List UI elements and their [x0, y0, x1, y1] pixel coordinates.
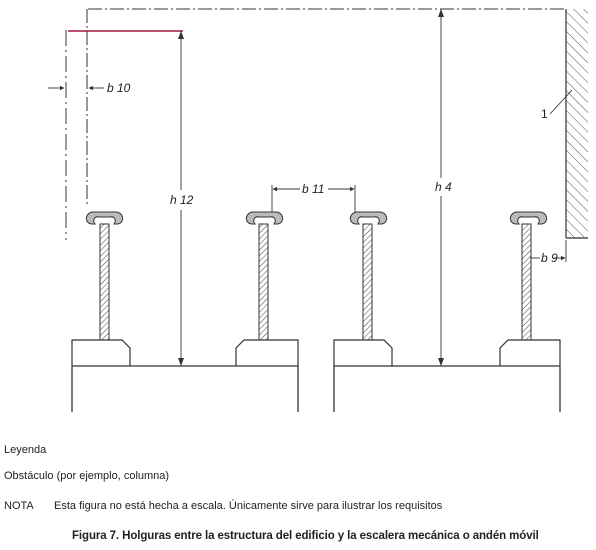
balustrade-2 [245, 211, 284, 341]
balustrade-3 [349, 211, 388, 341]
obstacle-column [565, 9, 588, 239]
legend-title: Leyenda [4, 444, 47, 456]
b9-label: b 9 [541, 251, 558, 265]
legend-item-1: Obstáculo (por ejemplo, columna) [4, 470, 170, 482]
obstacle-number-label: 1 [541, 107, 548, 121]
note-text: Esta figura no está hecha a escala. Únic… [54, 500, 443, 512]
skirting-left-2 [235, 339, 299, 366]
escalator-body-left [71, 365, 299, 412]
h4-dimension [438, 9, 444, 366]
b10-label: b 10 [107, 81, 131, 95]
escalator-body-right [333, 365, 561, 412]
note-label: NOTA [4, 500, 34, 512]
h12-label: h 12 [170, 193, 194, 207]
skirting-right-2 [499, 339, 561, 366]
clearance-diagram: 1 b 10 h 12 h 4 b 11 b 9 [48, 8, 588, 412]
b11-label: b 11 [302, 182, 324, 196]
h12-dimension [178, 31, 184, 366]
h4-label: h 4 [435, 180, 452, 194]
figure-caption: Figura 7. Holguras entre la estructura d… [72, 530, 539, 542]
b9-dimension [530, 240, 567, 262]
balustrade-4 [509, 211, 548, 341]
skirting-left-1 [71, 339, 131, 366]
skirting-right-1 [333, 339, 393, 366]
obstacle-leader-line [549, 89, 573, 115]
b11-dimension [271, 185, 356, 213]
balustrade-1 [85, 211, 124, 341]
